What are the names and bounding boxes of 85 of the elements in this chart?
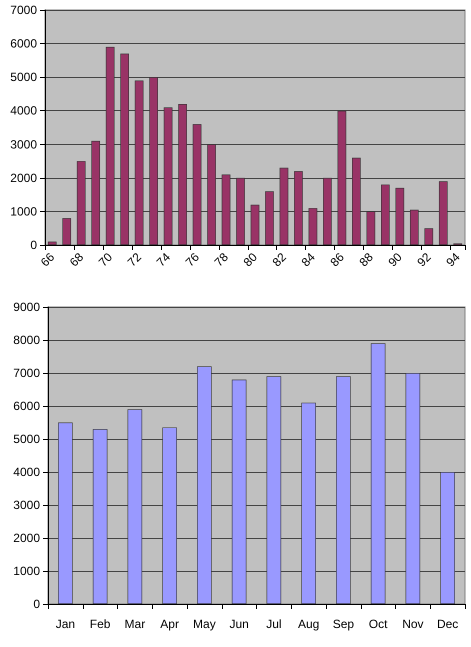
y-tick-label: 7000 [13, 366, 40, 380]
bar [301, 402, 316, 604]
bar [76, 161, 86, 245]
bar [410, 210, 419, 245]
bar [338, 110, 346, 245]
bar [178, 104, 187, 245]
bar [381, 184, 390, 245]
bar [336, 376, 351, 604]
x-tick-label: 70 [96, 250, 116, 270]
bar [232, 380, 246, 604]
x-tick-label: Dec [436, 617, 458, 631]
bar [440, 472, 455, 604]
bar [294, 171, 303, 245]
bar [236, 178, 245, 245]
bar [265, 191, 274, 245]
bar [370, 343, 386, 604]
bar [134, 80, 144, 245]
bar [406, 373, 420, 604]
bar [106, 46, 115, 245]
bar [120, 54, 129, 245]
bar [366, 211, 376, 245]
y-tick-label: 1000 [10, 204, 38, 218]
x-tick-label: 80 [240, 250, 260, 270]
y-tick-label: 6000 [10, 36, 38, 51]
y-tick-label: 2000 [10, 170, 38, 185]
y-tick-label: 3000 [10, 137, 38, 152]
bar [62, 218, 72, 245]
x-tick-label: Jul [266, 617, 282, 631]
bar [92, 429, 108, 604]
x-tick-label: Apr [160, 617, 179, 631]
x-tick-label: 86 [328, 250, 348, 270]
x-tick-label: Aug [298, 617, 320, 631]
x-tick-label: 90 [385, 250, 406, 270]
x-tick-label: 92 [414, 250, 434, 270]
bar [424, 228, 434, 245]
x-tick-label: Nov [402, 617, 424, 631]
x-tick-label: Jun [229, 617, 249, 631]
x-tick-label: Feb [90, 617, 111, 631]
bar [395, 188, 404, 245]
bar [222, 174, 230, 245]
x-tick-label: 68 [66, 250, 86, 270]
y-tick-label: 3000 [13, 498, 40, 512]
x-tick-label: 66 [38, 250, 58, 270]
bar [162, 427, 177, 604]
bar [197, 366, 212, 604]
x-tick-label: 88 [356, 250, 376, 270]
x-tick-label: 82 [270, 250, 290, 270]
y-tick-label: 5000 [10, 70, 38, 84]
y-tick-label: 7000 [10, 3, 38, 17]
bar [323, 178, 332, 245]
bar [149, 77, 158, 245]
x-tick-label: 94 [443, 250, 463, 270]
y-tick-label: 4000 [10, 104, 38, 118]
bar [128, 409, 142, 604]
x-tick-label: Jan [56, 617, 76, 631]
y-tick-label: 1000 [13, 564, 40, 578]
y-tick-label: 9000 [13, 300, 40, 314]
bar [164, 107, 172, 245]
bar [266, 376, 282, 604]
x-tick-label: 76 [182, 250, 202, 270]
bar [308, 208, 318, 245]
x-tick-label: 74 [154, 250, 174, 270]
x-tick-label: 84 [298, 250, 318, 270]
x-tick-label: May [193, 617, 216, 631]
bar [58, 422, 73, 604]
y-tick-label: 0 [30, 238, 38, 252]
x-tick-label: 78 [212, 250, 232, 270]
y-tick-label: 2000 [13, 531, 40, 545]
bar [352, 158, 361, 245]
bar [207, 144, 216, 245]
y-tick-label: 5000 [13, 432, 40, 446]
bar [438, 181, 448, 245]
bar [91, 140, 100, 245]
y-tick-label: 0 [33, 597, 40, 611]
y-tick-label: 4000 [13, 465, 40, 479]
bar [280, 168, 288, 245]
bar [192, 124, 202, 245]
x-tick-label: Mar [124, 617, 146, 631]
x-tick-label: Oct [368, 617, 388, 631]
x-tick-label: 72 [124, 250, 144, 270]
x-tick-label: Sep [332, 617, 354, 631]
y-tick-label: 8000 [13, 333, 40, 347]
bar [48, 242, 57, 245]
y-tick-label: 6000 [13, 399, 40, 413]
bar [250, 204, 260, 245]
